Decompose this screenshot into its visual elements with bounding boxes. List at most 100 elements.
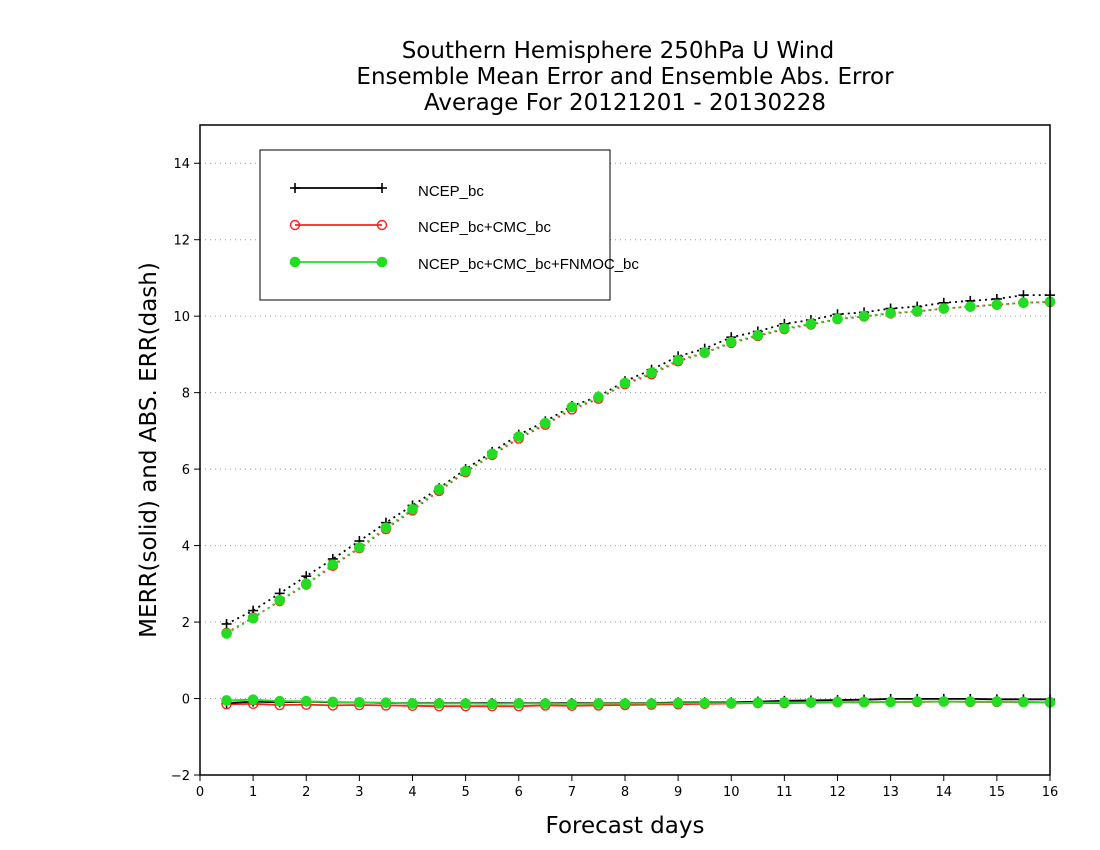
mean-err-point-ncep-cmc-fnmoc — [619, 698, 631, 709]
abs-err-point-ncep-cmc-fnmoc — [380, 522, 392, 533]
mean-err-point-ncep-cmc-fnmoc — [274, 695, 285, 707]
mean-err-point-ncep-cmc-fnmoc — [805, 697, 817, 708]
y-tick-label: 4 — [182, 540, 190, 555]
mean-err-point-ncep-cmc-fnmoc — [540, 698, 551, 709]
mean-err-point-ncep-cmc-fnmoc — [938, 696, 950, 707]
abs-err-line-ncep-cmc-fnmoc — [226, 300, 1051, 635]
x-axis-label: Forecast days — [546, 813, 705, 839]
mean-err-point-ncep-cmc-fnmoc — [566, 698, 578, 710]
y-tick-label: 14 — [173, 157, 190, 172]
abs-err-point-ncep-cmc-fnmoc — [911, 305, 923, 317]
abs-err-line-ncep-bc — [226, 294, 1050, 625]
mean-err-point-ncep-cmc-fnmoc — [832, 696, 843, 708]
mean-err-point-ncep-cmc-fnmoc — [513, 698, 525, 709]
abs-err-point-ncep-cmc-fnmoc — [300, 578, 312, 590]
mean-err-point-ncep-cmc-fnmoc — [300, 695, 312, 707]
abs-err-point-ncep-cmc-fnmoc — [699, 347, 710, 358]
abs-err-point-ncep-cmc-fnmoc — [725, 336, 737, 348]
abs-err-point-ncep-cmc-fnmoc — [832, 313, 843, 325]
abs-err-point-ncep-bc — [221, 618, 232, 629]
abs-err-point-ncep-cmc-fnmoc — [354, 542, 365, 553]
y-axis-label: MERR(solid) and ABS. ERR(dash) — [136, 262, 162, 638]
abs-err-point-ncep-cmc-fnmoc — [779, 323, 790, 334]
mean-err-point-ncep-cmc-fnmoc — [1018, 696, 1029, 708]
abs-err-point-ncep-cmc-fnmoc — [221, 628, 232, 639]
mean-err-point-ncep-cmc-fnmoc — [858, 696, 870, 708]
mean-err-point-ncep-cmc-fnmoc — [354, 697, 365, 708]
legend-marker-ncep-cmc-fnmoc — [376, 256, 388, 268]
legend-marker-ncep-bc — [290, 183, 300, 193]
abs-err-point-ncep-cmc-fnmoc — [752, 329, 764, 341]
x-tick-label: 5 — [461, 785, 469, 800]
abs-err-point-ncep-cmc-fnmoc — [938, 303, 950, 314]
mean-err-point-ncep-cmc-fnmoc — [380, 697, 392, 709]
x-tick-label: 12 — [829, 785, 846, 800]
abs-err-point-ncep-cmc-fnmoc — [593, 391, 604, 403]
abs-err-point-ncep-cmc-fnmoc — [858, 310, 870, 322]
abs-err-point-ncep-cmc-fnmoc — [646, 367, 657, 379]
x-tick-label: 9 — [674, 785, 682, 800]
mean-err-point-ncep-cmc-fnmoc — [752, 697, 764, 709]
x-tick-label: 2 — [302, 785, 310, 800]
x-tick-label: 13 — [882, 785, 899, 800]
y-tick-label: 6 — [182, 463, 190, 478]
x-tick-label: 8 — [621, 785, 629, 800]
x-tick-label: 1 — [249, 785, 257, 800]
legend-label-ncep-cmc-fnmoc: NCEP_bc+CMC_bc+FNMOC_bc — [418, 256, 639, 273]
abs-err-point-ncep-cmc-fnmoc — [513, 431, 525, 442]
mean-err-point-ncep-cmc-fnmoc — [725, 697, 737, 709]
abs-err-point-ncep-cmc-fnmoc — [540, 417, 551, 429]
legend-marker-ncep-cmc — [289, 219, 301, 231]
y-tick-label: −2 — [171, 769, 190, 784]
y-tick-label: 8 — [182, 387, 190, 402]
mean-err-point-ncep-cmc-fnmoc — [911, 696, 923, 707]
legend-label-ncep-bc: NCEP_bc — [418, 183, 484, 200]
mean-err-point-ncep-cmc-fnmoc — [965, 696, 976, 707]
x-tick-label: 14 — [935, 785, 952, 800]
y-tick-label: 2 — [182, 616, 190, 631]
abs-err-point-ncep-cmc-fnmoc — [805, 318, 817, 330]
abs-err-point-ncep-cmc-fnmoc — [433, 484, 445, 495]
x-tick-label: 11 — [776, 785, 793, 800]
mean-err-point-ncep-cmc-fnmoc — [699, 697, 710, 709]
x-tick-label: 0 — [196, 785, 204, 800]
abs-err-point-ncep-cmc-fnmoc — [991, 299, 1003, 311]
mean-err-point-ncep-cmc-fnmoc — [247, 694, 259, 705]
abs-err-line-ncep-cmc — [226, 301, 1051, 634]
mean-err-point-ncep-cmc-fnmoc — [672, 697, 684, 709]
mean-err-point-ncep-cmc-fnmoc — [460, 698, 471, 709]
legend-marker-ncep-bc — [377, 183, 387, 193]
x-tick-label: 15 — [989, 785, 1006, 800]
abs-err-point-ncep-cmc-fnmoc — [965, 301, 976, 312]
series-layer — [221, 290, 1056, 712]
mean-err-point-ncep-cmc-fnmoc — [407, 698, 418, 709]
abs-err-point-ncep-cmc-fnmoc — [460, 465, 471, 477]
x-tick-label: 10 — [723, 785, 740, 800]
x-tick-label: 16 — [1042, 785, 1059, 800]
abs-err-point-ncep-cmc-fnmoc — [619, 377, 631, 389]
x-tick-label: 4 — [408, 785, 416, 800]
legend-marker-ncep-cmc-fnmoc — [289, 256, 301, 268]
chart-title-line-2: Ensemble Mean Error and Ensemble Abs. Er… — [356, 64, 894, 90]
abs-err-point-ncep-cmc-fnmoc — [327, 559, 339, 571]
plot-frame — [199, 124, 1051, 776]
mean-err-point-ncep-cmc-fnmoc — [327, 696, 339, 708]
mean-err-point-ncep-cmc-fnmoc — [221, 695, 232, 706]
x-tick-label: 6 — [515, 785, 523, 800]
mean-err-point-ncep-cmc-fnmoc — [779, 697, 790, 708]
x-tick-label: 7 — [568, 785, 576, 800]
legend: NCEP_bc NCEP_bc+CMC_bc NCEP_bc+CMC_bc+FN… — [259, 149, 639, 301]
abs-err-point-ncep-cmc-fnmoc — [247, 612, 259, 624]
abs-err-point-ncep-cmc-fnmoc — [885, 307, 896, 319]
y-tick-label: 0 — [182, 693, 190, 708]
abs-err-point-ncep-cmc-fnmoc — [672, 354, 684, 366]
mean-err-point-ncep-cmc-fnmoc — [433, 698, 445, 709]
y-tick-label: 10 — [173, 310, 190, 325]
abs-err-point-ncep-cmc-fnmoc — [274, 594, 285, 606]
legend-label-ncep-cmc: NCEP_bc+CMC_bc — [418, 219, 551, 236]
x-tick-label: 3 — [355, 785, 363, 800]
chart-title-line-1: Southern Hemisphere 250hPa U Wind — [402, 38, 835, 64]
mean-err-point-ncep-cmc-fnmoc — [885, 696, 896, 708]
